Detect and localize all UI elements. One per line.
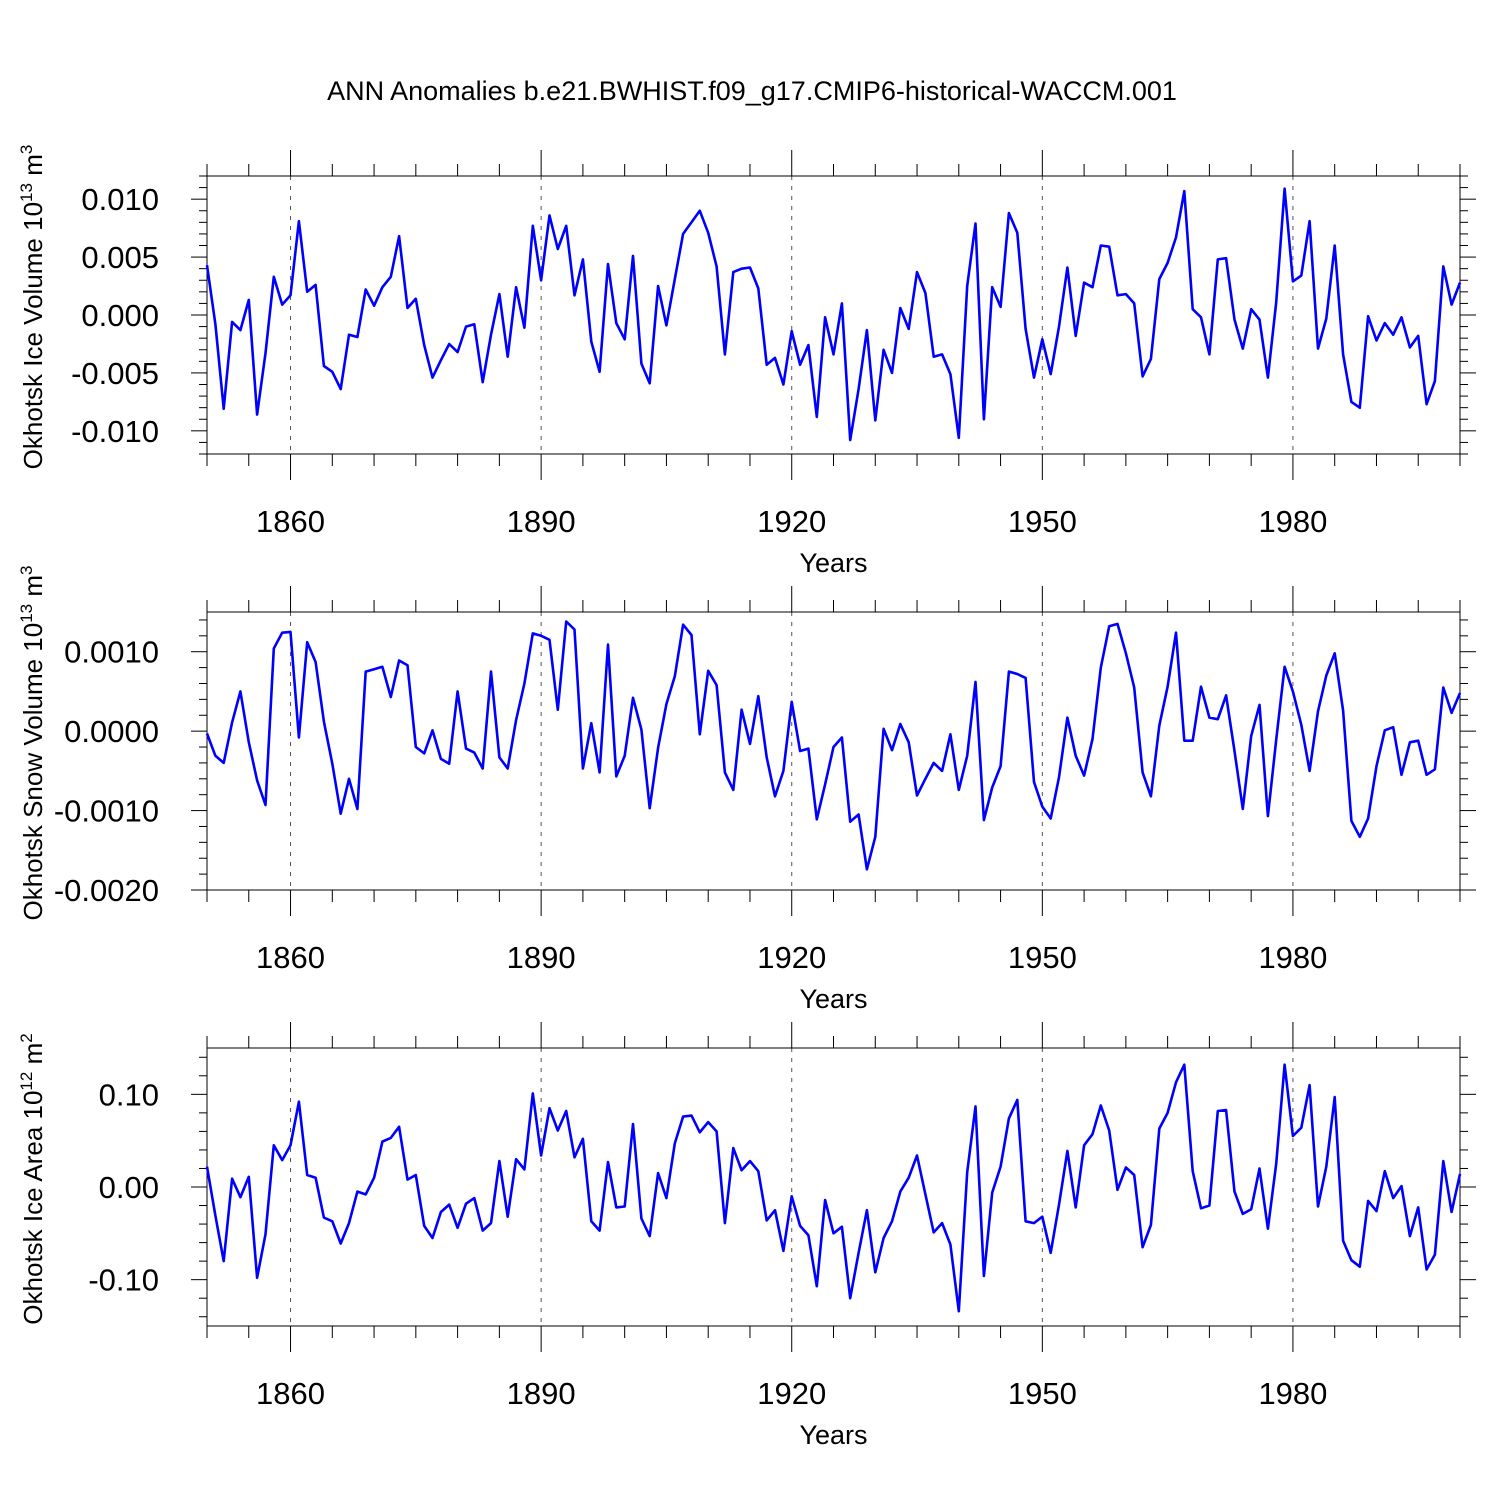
x-axis-label: Years (799, 1420, 867, 1450)
x-tick-label: 1890 (507, 940, 576, 975)
x-tick-label: 1860 (256, 940, 325, 975)
y-tick-label: -0.005 (71, 356, 159, 391)
y-axis-label-exponent: 13 (17, 604, 36, 623)
x-tick-label: 1950 (1008, 504, 1077, 539)
y-tick-label: 0.010 (81, 182, 159, 217)
x-axis-label: Years (799, 984, 867, 1014)
y-axis-label-unit-exponent: 3 (17, 145, 36, 154)
x-tick-label: 1980 (1258, 940, 1327, 975)
series-line (205, 1063, 1462, 1313)
x-tick-label: 1980 (1258, 1376, 1327, 1411)
y-tick-label: 0.005 (81, 240, 159, 275)
y-tick-label: -0.0010 (54, 794, 159, 829)
x-tick-label: 1920 (757, 504, 826, 539)
y-axis-label: Okhotsk Snow Volume 1013 m3 (17, 566, 48, 921)
y-tick-label: -0.0020 (54, 873, 159, 908)
series-line (205, 187, 1462, 442)
y-axis-label-unit: m (18, 154, 48, 183)
panel-2: 1860 1890 1920 1950 1980 -0.0020 -0.0010 0.0000… (17, 566, 1476, 1014)
y-axis-label-exponent: 12 (17, 1072, 36, 1091)
x-tick-label: 1950 (1008, 940, 1077, 975)
x-tick-label: 1860 (256, 504, 325, 539)
y-tick-label: 0.000 (81, 298, 159, 333)
y-tick-label: 0.00 (99, 1170, 159, 1205)
series-line (205, 620, 1462, 871)
y-axis-label-main: Okhotsk Ice Area 10 (18, 1091, 48, 1325)
y-axis-label-unit: m (18, 1043, 48, 1072)
y-tick-label: -0.010 (71, 414, 159, 449)
x-tick-label: 1980 (1258, 504, 1327, 539)
x-tick-label: 1860 (256, 1376, 325, 1411)
y-axis-label: Okhotsk Ice Volume 1013 m3 (17, 145, 48, 470)
x-axis-label: Years (799, 548, 867, 578)
x-tick-label: 1950 (1008, 1376, 1077, 1411)
y-tick-label: 0.0000 (64, 714, 159, 749)
panel-1: 1860 1890 1920 1950 1980 -0.010 -0.005 0.000 0.0… (17, 145, 1476, 578)
x-tick-label: 1890 (507, 1376, 576, 1411)
y-tick-label: 0.0010 (64, 635, 159, 670)
chart-title: ANN Anomalies b.e21.BWHIST.f09_g17.CMIP6… (327, 76, 1177, 106)
y-axis-label-unit: m (18, 575, 48, 604)
y-axis-label-exponent: 13 (17, 183, 36, 202)
plot-frame (206, 175, 1461, 455)
y-axis-label: Okhotsk Ice Area 1012 m2 (17, 1033, 48, 1324)
y-tick-label: -0.10 (88, 1263, 159, 1298)
x-tick-label: 1920 (757, 1376, 826, 1411)
x-tick-label: 1920 (757, 940, 826, 975)
y-tick-label: 0.10 (99, 1077, 159, 1112)
y-axis-label-main: Okhotsk Ice Volume 10 (18, 202, 48, 469)
y-axis-label-unit-exponent: 2 (17, 1033, 36, 1042)
y-axis-label-main: Okhotsk Snow Volume 10 (18, 623, 48, 921)
y-axis-label-unit-exponent: 3 (17, 566, 36, 575)
x-tick-label: 1890 (507, 504, 576, 539)
panel-3: 1860 1890 1920 1950 1980 -0.10 0.00 0.10 Years Ok… (17, 1022, 1476, 1450)
